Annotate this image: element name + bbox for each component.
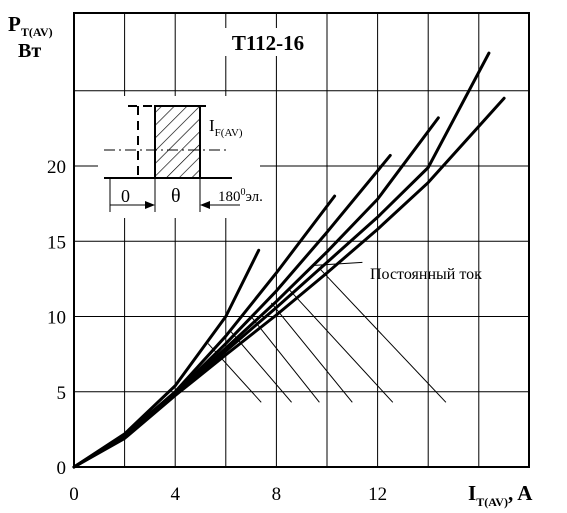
- x-axis-label-unit: , A: [508, 481, 533, 505]
- x-axis-label-sub: T(AV): [476, 495, 508, 509]
- zero-arrow-head: [145, 201, 155, 209]
- x-tick-label: 12: [368, 484, 387, 505]
- y-tick-label: 0: [57, 458, 67, 479]
- x-axis-label-main: I: [468, 481, 476, 505]
- y-tick-label: 10: [47, 308, 66, 329]
- period-unit: эл.: [246, 189, 263, 205]
- waveform-inset: 0 θ 1800эл. IF(AV): [98, 96, 263, 218]
- series-line-6: [72, 96, 506, 469]
- y-tick-label: 15: [47, 232, 66, 253]
- title-background: [212, 28, 324, 56]
- period-degree: 0: [241, 187, 246, 198]
- y-axis-label-sub: T(AV): [21, 25, 53, 39]
- dc-annotation: Постоянный ток: [370, 266, 482, 283]
- tick-labels: 0 4 8 12 0 5 10 15 20: [47, 157, 387, 505]
- hatch-line: [288, 289, 394, 403]
- y-axis-label-main: P: [8, 12, 21, 36]
- y-tick-label: 20: [47, 157, 66, 178]
- inset-period-label: 1800эл.: [218, 187, 263, 205]
- inset-current-main: I: [209, 116, 215, 135]
- hatch-line: [319, 267, 447, 403]
- chart-title: T112-16: [232, 31, 304, 55]
- series-group: [72, 51, 506, 469]
- inset-zero-label: 0: [121, 186, 130, 206]
- inset-current-label: IF(AV): [209, 116, 243, 139]
- y-axis-unit: Вт: [18, 40, 41, 62]
- plot-frame: [73, 12, 530, 468]
- x-axis-label: IT(AV), A: [468, 481, 533, 509]
- y-axis-label: PT(AV): [8, 12, 53, 39]
- x-tick-label: 8: [272, 484, 282, 505]
- x-tick-label: 0: [69, 484, 79, 505]
- x-tick-label: 4: [170, 484, 180, 505]
- inset-current-sub: F(AV): [215, 127, 243, 139]
- theta-arrow-head: [200, 201, 210, 209]
- inset-theta-label: θ: [171, 185, 181, 207]
- hatch-line: [270, 302, 353, 403]
- y-tick-label: 5: [57, 383, 67, 404]
- conduction-pulse: [154, 105, 201, 179]
- period-number: 180: [218, 189, 241, 205]
- dashed-period-outline: [135, 106, 139, 179]
- hatch-line: [250, 316, 320, 403]
